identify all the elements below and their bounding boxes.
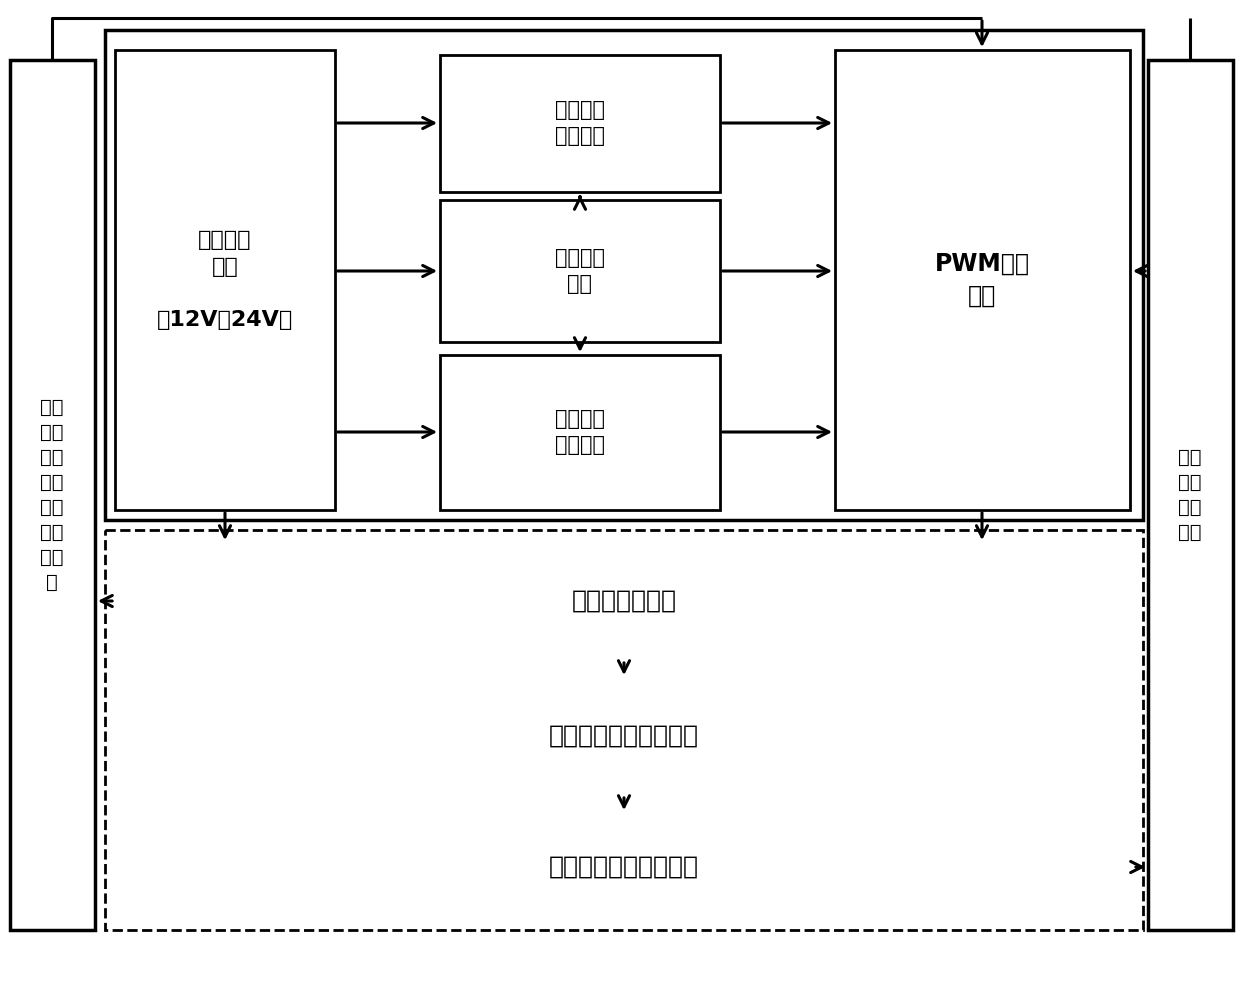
Bar	[115, 813, 1133, 922]
Text: PWM调控
电路: PWM调控 电路	[935, 252, 1029, 308]
Text: 升压输出整流滤波电路: 升压输出整流滤波电路	[549, 855, 699, 879]
Bar	[10, 60, 95, 930]
Text: 晶体
开关
管导
通压
降过
流保
护电
路: 晶体 开关 管导 通压 降过 流保 护电 路	[40, 398, 63, 592]
Text: 输出恒压自动切换电路: 输出恒压自动切换电路	[549, 724, 699, 748]
Text: 电位逻辑
保护电路: 电位逻辑 保护电路	[556, 100, 605, 146]
Bar	[1148, 60, 1233, 930]
Bar	[115, 50, 335, 510]
Text: 辅助电源
电路: 辅助电源 电路	[556, 247, 605, 294]
Bar	[115, 543, 1133, 660]
Bar	[115, 678, 1133, 795]
Text: 低压电源
输入

（12V或24V）: 低压电源 输入 （12V或24V）	[157, 231, 293, 329]
Text: 推挽式升压拓扑: 推挽式升压拓扑	[572, 589, 677, 613]
Bar	[105, 30, 1143, 520]
Text: 自动频率
切换电路: 自动频率 切换电路	[556, 409, 605, 456]
Bar	[440, 200, 720, 342]
Bar	[440, 355, 720, 510]
Bar	[440, 55, 720, 192]
Bar	[835, 50, 1130, 510]
Bar	[105, 530, 1143, 930]
Text: 输出
过压
保护
电路: 输出 过压 保护 电路	[1178, 448, 1202, 542]
